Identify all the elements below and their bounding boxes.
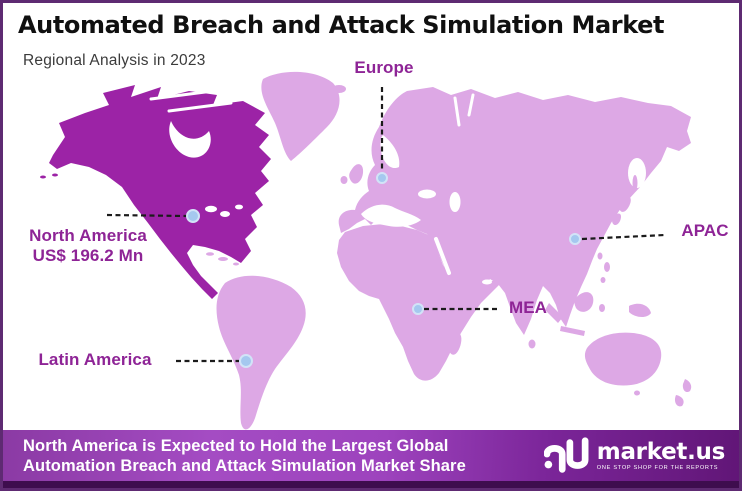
bottom-strip xyxy=(3,481,739,488)
marker-europe xyxy=(376,172,388,184)
region-name: North America xyxy=(29,226,147,245)
continent-africa xyxy=(337,224,503,381)
banner-line-2: Automation Breach and Attack Simulation … xyxy=(23,456,466,475)
continent-north-america xyxy=(49,85,271,299)
region-label-mea: MEA xyxy=(508,298,548,317)
logo-tagline: ONE STOP SHOP FOR THE REPORTS xyxy=(596,464,719,471)
marker-north-america xyxy=(186,209,200,223)
continent-south-america xyxy=(216,275,306,430)
marker-latin-america xyxy=(239,354,253,368)
continent-eurasia xyxy=(338,87,691,335)
marketus-logo-icon xyxy=(543,436,589,473)
continent-australia xyxy=(584,332,692,407)
marker-apac xyxy=(569,233,581,245)
inland-seas-south xyxy=(361,204,492,285)
region-label-latin-america: Latin America xyxy=(38,350,152,369)
banner-line-1: North America is Expected to Hold the La… xyxy=(23,436,449,455)
logo-name: market.us xyxy=(596,438,726,465)
region-markers xyxy=(186,172,581,368)
region-label-europe: Europe xyxy=(354,58,414,77)
greenland xyxy=(261,71,340,161)
marker-mea xyxy=(412,303,424,315)
madagascar xyxy=(447,332,462,355)
marketus-logo: market.us ONE STOP SHOP FOR THE REPORTS xyxy=(543,435,726,477)
north-america-waters xyxy=(149,89,243,217)
region-value: US$ 196.2 Mn xyxy=(32,246,144,266)
iceland xyxy=(332,85,346,93)
banner-text: North America is Expected to Hold the La… xyxy=(23,436,466,476)
connector-lines xyxy=(106,87,666,363)
aleutian-islands xyxy=(40,173,58,179)
inland-seas-north xyxy=(380,93,646,212)
caribbean-islands xyxy=(206,252,239,266)
page-subtitle: Regional Analysis in 2023 xyxy=(23,52,206,69)
region-label-north-america: North America US$ 196.2 Mn xyxy=(7,226,169,266)
footer-banner: North America is Expected to Hold the La… xyxy=(3,430,739,488)
islands xyxy=(340,164,651,349)
page-title: Automated Breach and Attack Simulation M… xyxy=(18,11,665,39)
world-map xyxy=(40,71,692,430)
region-label-apac: APAC xyxy=(681,221,729,240)
